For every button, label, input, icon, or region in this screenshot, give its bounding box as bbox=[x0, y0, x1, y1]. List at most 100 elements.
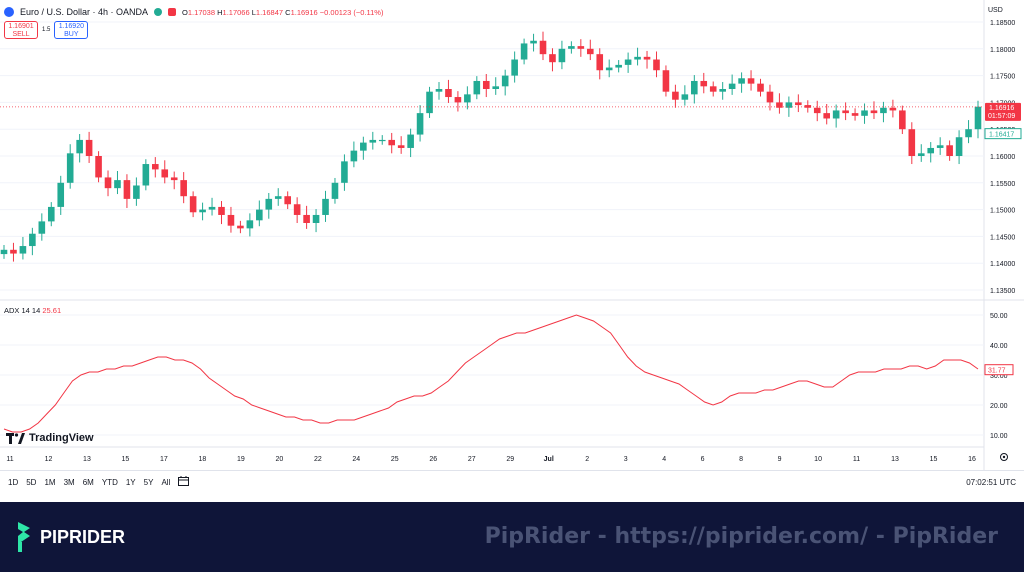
candle-body bbox=[624, 59, 632, 65]
range-button-6m[interactable]: 6M bbox=[82, 477, 94, 487]
candle-body bbox=[322, 198, 329, 215]
candle-body bbox=[142, 164, 150, 186]
open-value: 1.17038 bbox=[187, 7, 216, 17]
settings-gear-icon-center bbox=[1002, 455, 1006, 459]
candle-body bbox=[738, 78, 745, 84]
currency-label[interactable]: USD bbox=[988, 7, 1003, 14]
adx-value-marker[interactable] bbox=[984, 364, 1014, 376]
tradingview-logo[interactable]: TradingView bbox=[6, 432, 94, 444]
candle-body bbox=[189, 196, 197, 213]
range-button-5y[interactable]: 5Y bbox=[143, 477, 154, 487]
candle-body bbox=[804, 105, 812, 108]
chart-area[interactable]: 1.185001.180001.175001.170001.165001.160… bbox=[0, 0, 1024, 492]
euro-flag-icon bbox=[4, 7, 14, 17]
range-button-3m[interactable]: 3M bbox=[63, 477, 75, 487]
price-tick-label: 1.17500 bbox=[990, 74, 1015, 81]
candle-body bbox=[927, 147, 935, 154]
time-tick-label: 12 bbox=[45, 456, 53, 463]
time-tick-label: 11 bbox=[853, 456, 860, 463]
calendar-icon[interactable] bbox=[178, 476, 190, 488]
candle-body bbox=[435, 89, 443, 92]
piprider-brand-text: PIPRIDER bbox=[40, 526, 126, 547]
candle-body bbox=[880, 107, 887, 114]
candle-body bbox=[955, 137, 963, 156]
candle-body bbox=[757, 83, 764, 92]
candle-body bbox=[691, 80, 698, 95]
range-button-1y[interactable]: 1Y bbox=[125, 477, 136, 487]
range-button-ytd[interactable]: YTD bbox=[101, 477, 118, 487]
range-button-1d[interactable]: 1D bbox=[8, 477, 19, 487]
time-tick-label: 10 bbox=[814, 456, 822, 463]
sell-button[interactable]: 1.16901 SELL bbox=[4, 21, 38, 39]
buy-button[interactable]: 1.16920 BUY bbox=[54, 21, 89, 39]
symbol-title[interactable]: Euro / U.S. Dollar · 4h · OANDA bbox=[20, 7, 149, 17]
candle-body bbox=[889, 107, 897, 111]
candle-body bbox=[369, 139, 377, 143]
candle-body bbox=[208, 206, 216, 210]
buy-price: 1.16920 bbox=[58, 23, 84, 30]
candle-body bbox=[95, 156, 102, 178]
utc-clock[interactable]: 07:02:51 UTC bbox=[966, 477, 1016, 487]
tradingview-logo-text: TradingView bbox=[29, 432, 94, 444]
candle-body bbox=[851, 113, 859, 116]
chart-svg[interactable]: 1.185001.180001.175001.170001.165001.160… bbox=[0, 0, 1024, 492]
countdown-label: 01:57:09 bbox=[988, 113, 1015, 120]
candle-body bbox=[908, 129, 916, 156]
range-button-1m[interactable]: 1M bbox=[44, 477, 56, 487]
adx-value-label: 31.77 bbox=[988, 368, 1006, 375]
candle-body bbox=[445, 89, 452, 98]
candle-body bbox=[57, 182, 65, 207]
time-tick-label: Jul bbox=[544, 456, 554, 463]
close-label: C bbox=[285, 7, 291, 17]
indicator-value: 25.61 bbox=[42, 306, 62, 315]
candle-body bbox=[936, 145, 944, 148]
price-tick-label: 1.14000 bbox=[990, 261, 1015, 268]
candle-body bbox=[426, 91, 433, 114]
candle-body bbox=[114, 180, 121, 189]
low-label: L bbox=[251, 7, 256, 17]
time-tick-label: 24 bbox=[352, 456, 360, 463]
last-price-marker[interactable] bbox=[985, 102, 1021, 121]
candle-body bbox=[265, 198, 273, 210]
candle-body bbox=[709, 86, 717, 92]
price-tick-label: 1.16000 bbox=[990, 154, 1015, 161]
candle-body bbox=[832, 110, 840, 119]
range-button-5d[interactable]: 5D bbox=[26, 477, 37, 487]
candle-body bbox=[66, 153, 74, 183]
candle-body bbox=[842, 110, 849, 114]
close-value: 1.16916 bbox=[290, 7, 318, 17]
adx-tick-label: 50.00 bbox=[990, 313, 1008, 320]
candle-body bbox=[861, 110, 868, 116]
time-tick-label: 25 bbox=[391, 456, 399, 463]
tradingview-logo-icon bbox=[6, 432, 25, 444]
candle-body bbox=[152, 164, 159, 170]
candle-body bbox=[776, 102, 783, 108]
secondary-price-marker[interactable] bbox=[984, 128, 1022, 140]
candle-body bbox=[293, 204, 301, 215]
candle-body bbox=[407, 134, 414, 148]
secondary-price-label: 1.16417 bbox=[989, 132, 1014, 139]
candle-body bbox=[653, 59, 660, 71]
price-tick-label: 1.15000 bbox=[990, 208, 1015, 215]
spread-value: 1.5 bbox=[42, 27, 51, 33]
candle-body bbox=[501, 75, 509, 87]
candle-body bbox=[530, 40, 537, 44]
candle-body bbox=[492, 86, 500, 89]
trade-panel: 1.16901 SELL 1.5 1.16920 BUY bbox=[4, 20, 89, 40]
alert-icon[interactable] bbox=[168, 8, 177, 16]
settings-gear-icon[interactable] bbox=[1000, 453, 1008, 461]
candle-body bbox=[965, 129, 972, 138]
range-button-all[interactable]: All bbox=[161, 477, 171, 487]
footer-banner: PIPRIDER PipRider - https://piprider.com… bbox=[0, 502, 1024, 572]
candle-body bbox=[274, 196, 282, 199]
candle-body bbox=[681, 94, 689, 100]
candle-body bbox=[10, 249, 17, 254]
indicator-legend[interactable]: ADX 14 14 25.61 bbox=[4, 306, 61, 315]
candle-body bbox=[246, 220, 254, 229]
calendar-icon-svg bbox=[178, 476, 190, 486]
candle-body bbox=[615, 64, 622, 68]
candle-body bbox=[605, 67, 613, 71]
piprider-logo: PIPRIDER bbox=[16, 522, 125, 552]
time-tick-label: 3 bbox=[624, 456, 628, 463]
candle-body bbox=[180, 180, 187, 197]
